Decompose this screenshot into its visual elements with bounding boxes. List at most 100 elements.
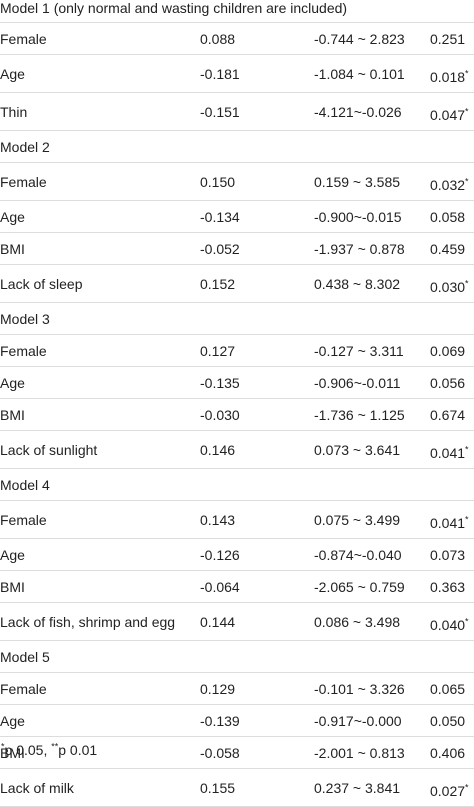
ci-cell: -0.744 ~ 2.823 — [314, 22, 430, 55]
ci-cell: -1.937 ~ 0.878 — [314, 232, 430, 265]
ci-cell: 0.438 ~ 8.302 — [314, 264, 430, 303]
p-value-cell: 0.251 — [430, 22, 474, 55]
p-value: 0.018 — [430, 68, 466, 85]
beta-cell: -0.052 — [200, 232, 314, 265]
p-value-cell: 0.058 — [430, 200, 474, 233]
p-value-cell: 0.363 — [430, 570, 474, 603]
ci-cell: 0.086 ~ 3.498 — [314, 602, 430, 641]
p-value-cell: 0.018* — [430, 54, 474, 93]
beta-cell: -0.058 — [200, 736, 314, 769]
variable-cell: BMI — [0, 398, 200, 431]
beta-cell: -0.134 — [200, 200, 314, 233]
ci-cell: -0.101 ~ 3.326 — [314, 672, 430, 705]
p-value-cell: 0.032* — [430, 162, 474, 201]
p-value-cell: 0.050 — [430, 704, 474, 737]
variable-cell: Age — [0, 538, 200, 571]
model-header-row: Model 4 — [0, 468, 474, 501]
beta-cell: 0.150 — [200, 162, 314, 201]
model-title: Model 2 — [0, 130, 474, 163]
p-value-cell: 0.027* — [430, 768, 474, 807]
ci-cell: -4.121~-0.026 — [314, 92, 430, 131]
significance-marker: * — [465, 615, 469, 626]
variable-cell: Female — [0, 162, 200, 201]
model-header-row: Model 3 — [0, 302, 474, 335]
model-title: Model 5 — [0, 640, 474, 673]
beta-cell: -0.064 — [200, 570, 314, 603]
beta-cell: -0.030 — [200, 398, 314, 431]
p-value: 0.459 — [430, 240, 466, 257]
p-value: 0.073 — [430, 546, 466, 563]
variable-cell: Lack of milk — [0, 768, 200, 807]
footnote-marker-2: ** — [51, 741, 59, 752]
variable-cell: Female — [0, 500, 200, 539]
beta-cell: 0.143 — [200, 500, 314, 539]
beta-cell: -0.126 — [200, 538, 314, 571]
p-value-cell: 0.406 — [430, 736, 474, 769]
ci-cell: -2.065 ~ 0.759 — [314, 570, 430, 603]
p-value: 0.041 — [430, 444, 466, 461]
p-value-cell: 0.041* — [430, 430, 474, 469]
beta-cell: -0.135 — [200, 366, 314, 399]
p-value: 0.069 — [430, 342, 466, 359]
ci-cell: -1.084 ~ 0.101 — [314, 54, 430, 93]
ci-cell: 0.237 ~ 3.841 — [314, 768, 430, 807]
model-header-row: Model 2 — [0, 130, 474, 163]
variable-cell: BMI — [0, 570, 200, 603]
table-row: Age -0.126 -0.874~-0.040 0.073 — [0, 538, 474, 571]
ci-cell: -0.906~-0.011 — [314, 366, 430, 399]
beta-cell: -0.181 — [200, 54, 314, 93]
beta-cell: 0.144 — [200, 602, 314, 641]
variable-cell: Lack of sunlight — [0, 430, 200, 469]
beta-cell: -0.151 — [200, 92, 314, 131]
table-row: Female 0.127 -0.127 ~ 3.311 0.069 — [0, 334, 474, 367]
ci-cell: -0.900~-0.015 — [314, 200, 430, 233]
p-value-cell: 0.030* — [430, 264, 474, 303]
p-value: 0.050 — [430, 712, 466, 729]
beta-cell: 0.129 — [200, 672, 314, 705]
ci-cell: -0.874~-0.040 — [314, 538, 430, 571]
footnote-text-1: p 0.05, — [4, 742, 52, 758]
table-row: Thin -0.151 -4.121~-0.026 0.047* — [0, 92, 474, 131]
significance-marker: * — [465, 781, 469, 792]
model-title: Model 4 — [0, 468, 474, 501]
variable-cell: Age — [0, 200, 200, 233]
table-row: Female 0.150 0.159 ~ 3.585 0.032* — [0, 162, 474, 201]
ci-cell: 0.073 ~ 3.641 — [314, 430, 430, 469]
p-value: 0.056 — [430, 374, 466, 391]
footnote-marker-1: * — [1, 741, 5, 752]
variable-cell: Thin — [0, 92, 200, 131]
table-row: BMI -0.030 -1.736 ~ 1.125 0.674 — [0, 398, 474, 431]
variable-cell: BMI — [0, 232, 200, 265]
p-value: 0.674 — [430, 406, 466, 423]
p-value: 0.406 — [430, 744, 466, 761]
ci-cell: -2.001 ~ 0.813 — [314, 736, 430, 769]
model-title: Model 1 (only normal and wasting childre… — [0, 0, 348, 16]
p-value: 0.041 — [430, 514, 466, 531]
p-value-cell: 0.674 — [430, 398, 474, 431]
table-row: Age -0.135 -0.906~-0.011 0.056 — [0, 366, 474, 399]
model-header-row: Model 5 — [0, 640, 474, 673]
ci-cell: 0.075 ~ 3.499 — [314, 500, 430, 539]
significance-marker: * — [465, 67, 469, 78]
variable-cell: Female — [0, 672, 200, 705]
p-value: 0.058 — [430, 208, 466, 225]
p-value: 0.030 — [430, 278, 466, 295]
p-value-cell: 0.069 — [430, 334, 474, 367]
beta-cell: 0.146 — [200, 430, 314, 469]
variable-cell: Age — [0, 54, 200, 93]
p-value-cell: 0.041* — [430, 500, 474, 539]
p-value: 0.363 — [430, 578, 466, 595]
table-row: BMI -0.052 -1.937 ~ 0.878 0.459 — [0, 232, 474, 265]
p-value-cell: 0.073 — [430, 538, 474, 571]
table-row: Lack of sleep 0.152 0.438 ~ 8.302 0.030* — [0, 264, 474, 303]
p-value: 0.040 — [430, 616, 466, 633]
p-value: 0.047 — [430, 106, 466, 123]
variable-cell: BMI — [0, 736, 200, 769]
beta-cell: -0.139 — [200, 704, 314, 737]
variable-cell: Female — [0, 22, 200, 55]
variable-cell: Age — [0, 366, 200, 399]
p-value-cell: 0.047* — [430, 92, 474, 131]
significance-marker: * — [465, 175, 469, 186]
